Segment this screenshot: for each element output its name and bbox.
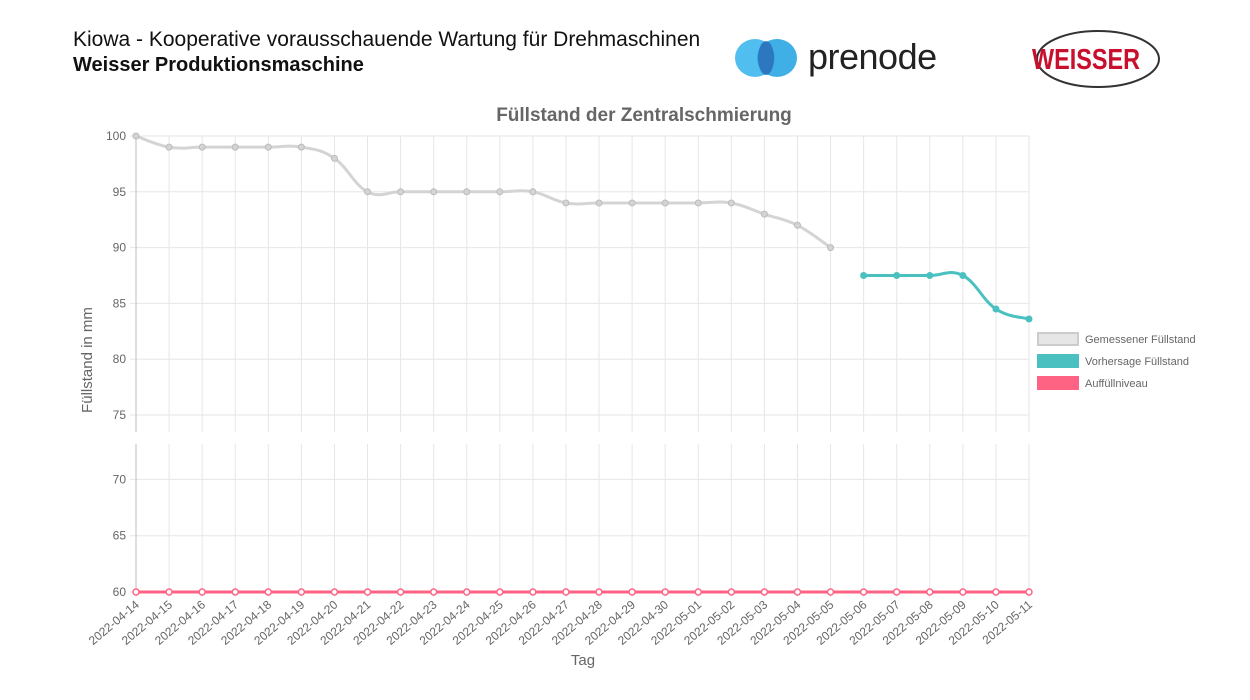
refill-series-point — [165, 588, 173, 596]
refill-series-point — [926, 588, 934, 596]
y-tick-label: 90 — [113, 241, 127, 255]
refill-series-point — [859, 588, 868, 596]
measured-series-point — [727, 199, 735, 207]
refill-series-point — [231, 588, 239, 596]
refill-series-point — [264, 588, 273, 596]
measured-series-point — [297, 143, 305, 151]
forecast-series-point — [893, 272, 901, 279]
measured-series-point — [264, 143, 272, 151]
refill-series-point — [429, 588, 438, 596]
measured-series-point — [595, 199, 603, 207]
refill-series-point — [727, 588, 736, 596]
refill-series-point — [396, 588, 405, 596]
refill-series-point — [760, 588, 769, 596]
legend-swatch[interactable] — [1037, 332, 1079, 346]
prenode-logo-text: prenode — [808, 36, 937, 77]
y-tick-label: 65 — [113, 529, 127, 543]
refill-series-point — [562, 588, 570, 596]
refill-series-point — [1025, 588, 1033, 596]
forecast-series-point — [992, 305, 1000, 313]
measured-series-point — [793, 221, 801, 229]
refill-series-point — [694, 588, 703, 596]
refill-series-point — [330, 588, 339, 596]
weisser-logo-text: WEISSER — [1032, 44, 1140, 76]
measured-series-point — [496, 188, 504, 196]
refill-series-point — [992, 588, 1000, 596]
refill-series-point — [628, 588, 636, 596]
forecast-series-point — [860, 272, 868, 279]
y-tick-label: 70 — [113, 472, 127, 486]
measured-series-point — [330, 154, 338, 162]
refill-series-point — [595, 588, 603, 596]
axis-break — [100, 432, 1040, 444]
y-tick-label: 75 — [113, 408, 127, 422]
refill-series-point — [892, 588, 901, 596]
measured-series-point — [694, 199, 702, 207]
refill-series-point — [363, 588, 372, 596]
x-axis-label: Tag — [571, 652, 595, 669]
y-axis-label: Füllstand in mm — [79, 307, 96, 413]
forecast-series-line — [863, 271, 1030, 321]
page-title: Kiowa - Kooperative vorausschauende Wart… — [73, 28, 701, 51]
legend-swatch[interactable] — [1037, 354, 1079, 368]
measured-series-point — [562, 199, 570, 207]
measured-series-point — [364, 188, 372, 196]
page-subtitle: Weisser Produktionsmaschine — [73, 54, 364, 76]
legend-label[interactable]: Vorhersage Füllstand — [1085, 356, 1189, 368]
refill-series-point — [297, 588, 306, 596]
refill-series-point — [793, 588, 802, 596]
prenode-logo-icon — [735, 39, 797, 77]
refill-series-point — [198, 588, 206, 596]
y-tick-label: 95 — [113, 185, 127, 199]
refill-series-point — [959, 588, 967, 596]
measured-series-point — [165, 143, 173, 151]
measured-series-point — [760, 210, 768, 218]
chart-title: Füllstand der Zentralschmierung — [496, 105, 792, 126]
y-tick-label: 100 — [106, 129, 126, 143]
measured-series-point — [661, 199, 669, 207]
refill-series-point — [132, 588, 140, 596]
refill-series-point — [496, 588, 504, 596]
measured-series-point — [628, 199, 636, 207]
measured-series-line — [135, 134, 832, 249]
forecast-series-point — [959, 272, 967, 279]
forecast-series-point — [926, 272, 934, 279]
refill-series-point — [826, 588, 835, 596]
measured-series-point — [529, 188, 537, 196]
measured-series-point — [430, 188, 438, 196]
weisser-logo-icon: WEISSER — [1032, 30, 1160, 88]
y-tick-label: 80 — [113, 352, 127, 366]
y-tick-label: 60 — [113, 585, 127, 599]
refill-series-point — [661, 588, 669, 596]
measured-series-point — [231, 143, 239, 151]
refill-series-point — [529, 588, 537, 596]
measured-series-point — [827, 244, 835, 252]
legend-swatch[interactable] — [1037, 376, 1079, 390]
forecast-series-point — [1025, 315, 1033, 323]
legend-label[interactable]: Gemessener Füllstand — [1085, 334, 1196, 346]
measured-series-point — [463, 188, 471, 196]
legend-label[interactable]: Auffüllniveau — [1085, 378, 1148, 390]
y-tick-label: 85 — [113, 296, 127, 310]
measured-series-point — [198, 143, 206, 151]
measured-series-point — [397, 188, 405, 196]
measured-series-point — [132, 132, 140, 140]
refill-series-point — [462, 588, 471, 596]
